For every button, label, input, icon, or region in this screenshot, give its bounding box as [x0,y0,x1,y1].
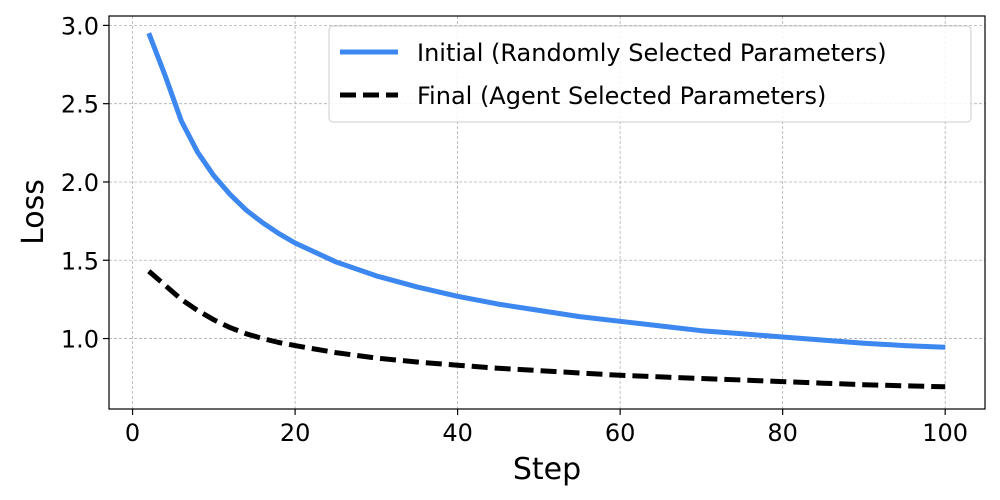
series-line-final [147,269,946,390]
series-line-initial [146,32,946,350]
y-axis-label: Loss [16,179,51,245]
x-tick-label: 20 [280,419,311,447]
y-tick-label: 2.5 [61,91,99,119]
x-tick-label: 60 [605,419,636,447]
y-tick-label: 3.0 [61,12,99,40]
x-axis-label: Step [513,452,581,487]
x-tick-label: 0 [125,419,140,447]
x-tick-label: 100 [922,419,968,447]
legend-label-initial: Initial (Randomly Selected Parameters) [417,39,887,67]
tick-marks: 0 20 40 60 80 100 1.0 1.5 2.0 2.5 3.0 [61,12,968,447]
y-tick-label: 2.0 [61,169,99,197]
legend: Initial (Randomly Selected Parameters) F… [328,25,972,123]
series-lines [146,32,946,390]
plot-frame [108,15,986,410]
x-tick-label: 80 [767,419,798,447]
legend-box [328,25,972,123]
y-tick-label: 1.0 [61,326,99,354]
legend-label-final: Final (Agent Selected Parameters) [417,82,826,110]
y-tick-label: 1.5 [61,247,99,275]
x-tick-label: 40 [442,419,473,447]
